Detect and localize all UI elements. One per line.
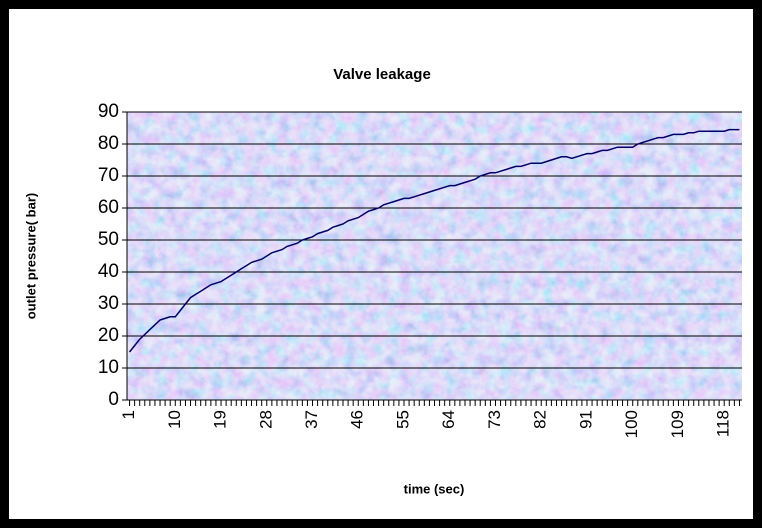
x-axis-label: time (sec) <box>404 481 465 496</box>
y-tick-label: 50 <box>98 229 119 250</box>
plot-texture <box>127 112 742 400</box>
x-tick-label: 73 <box>485 410 504 429</box>
chart-title: Valve leakage <box>333 66 431 83</box>
x-tick-label: 1 <box>119 410 138 419</box>
x-tick-label: 82 <box>531 410 550 429</box>
x-tick-label: 19 <box>211 410 230 429</box>
y-axis-label: outlet pressure( bar) <box>23 193 38 319</box>
x-tick-label: 28 <box>256 410 275 429</box>
data-line <box>128 128 740 353</box>
x-tick-label: 109 <box>668 410 687 438</box>
y-tick-label: 10 <box>98 357 119 378</box>
x-tick-label: 100 <box>622 410 641 438</box>
x-tick-label: 55 <box>393 410 412 429</box>
x-tick-label: 37 <box>302 410 321 429</box>
y-tick-label: 20 <box>98 325 119 346</box>
y-tick-label: 40 <box>98 261 119 282</box>
y-tick-label: 70 <box>98 165 119 186</box>
x-tick-label: 46 <box>348 410 367 429</box>
y-tick-label: 60 <box>98 197 119 218</box>
x-tick-label: 91 <box>576 410 595 429</box>
y-tick-label: 90 <box>98 101 119 122</box>
x-tick-label: 118 <box>714 410 733 437</box>
x-tick-label: 10 <box>165 410 184 429</box>
x-tick-label: 64 <box>439 410 458 429</box>
y-tick-label: 30 <box>98 293 119 314</box>
y-tick-label: 0 <box>108 389 119 410</box>
y-tick-label: 80 <box>98 133 119 154</box>
